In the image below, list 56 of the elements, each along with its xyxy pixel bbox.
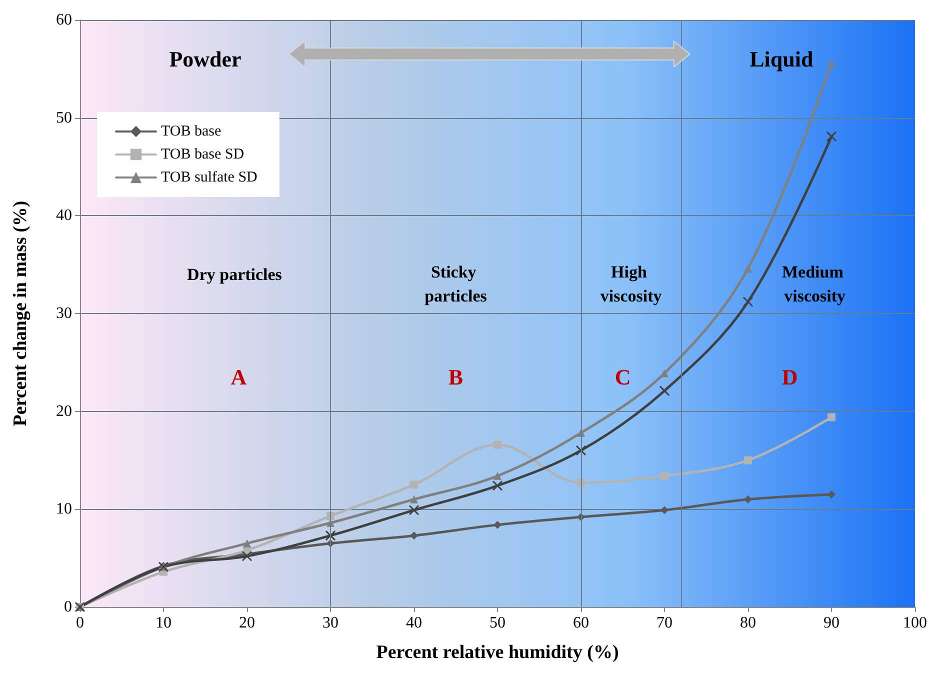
x-tick-label: 30 (322, 614, 338, 632)
point (410, 532, 418, 540)
x-tick-label: 10 (156, 614, 172, 632)
annotation: A (230, 364, 247, 390)
x-tick-label: 80 (740, 614, 756, 632)
y-tick-label: 40 (56, 207, 72, 224)
point (659, 386, 670, 396)
x-tick-label: 70 (656, 614, 672, 632)
annotation: Liquid (750, 46, 814, 72)
y-tick-label: 50 (56, 109, 72, 126)
x-tick-label: 90 (824, 614, 840, 632)
x-tick-label: 100 (903, 614, 927, 632)
legend-label: TOB base SD (161, 146, 244, 162)
x-tick-label: 40 (406, 614, 422, 632)
point (242, 550, 252, 562)
point (660, 472, 668, 480)
x-tick-label: 50 (490, 614, 506, 632)
annotation: Dry particles (187, 264, 282, 284)
annotation: B (448, 364, 464, 390)
x-tick-label: 60 (573, 614, 589, 632)
y-tick-label: 30 (56, 305, 72, 322)
annotation: Medium viscosity (782, 262, 848, 306)
point (494, 520, 502, 529)
legend-label: TOB base (161, 124, 222, 140)
point (744, 495, 752, 504)
point (494, 472, 502, 480)
y-tick-label: 0 (64, 598, 72, 616)
point (742, 296, 754, 308)
point (828, 490, 836, 498)
annotation: D (782, 364, 798, 390)
point (243, 539, 251, 548)
point (826, 131, 837, 142)
y-tick-label: 20 (56, 402, 72, 420)
point (410, 480, 418, 489)
point (828, 59, 836, 68)
annotation: Sticky particles (424, 262, 488, 306)
x-tick-label: 0 (76, 614, 84, 632)
point (744, 264, 752, 272)
point (660, 506, 668, 514)
x-tick-label: 20 (239, 614, 255, 632)
legend-label: TOB sulfate SD (161, 170, 258, 186)
y-axis-title: Percent change in mass (%) (10, 200, 31, 426)
point (410, 495, 418, 504)
x-axis-title: Percent relative humidity (%) (376, 642, 619, 663)
point (408, 504, 420, 516)
annotation: C (614, 364, 631, 390)
point (494, 440, 502, 449)
annotation: High viscosity (600, 262, 662, 306)
point (576, 445, 586, 456)
y-tick-label: 10 (56, 500, 72, 518)
y-tick-label: 60 (56, 12, 72, 28)
point (828, 413, 836, 422)
point (744, 456, 752, 464)
annotation: Powder (169, 46, 242, 72)
point (492, 480, 503, 491)
point (325, 530, 336, 541)
